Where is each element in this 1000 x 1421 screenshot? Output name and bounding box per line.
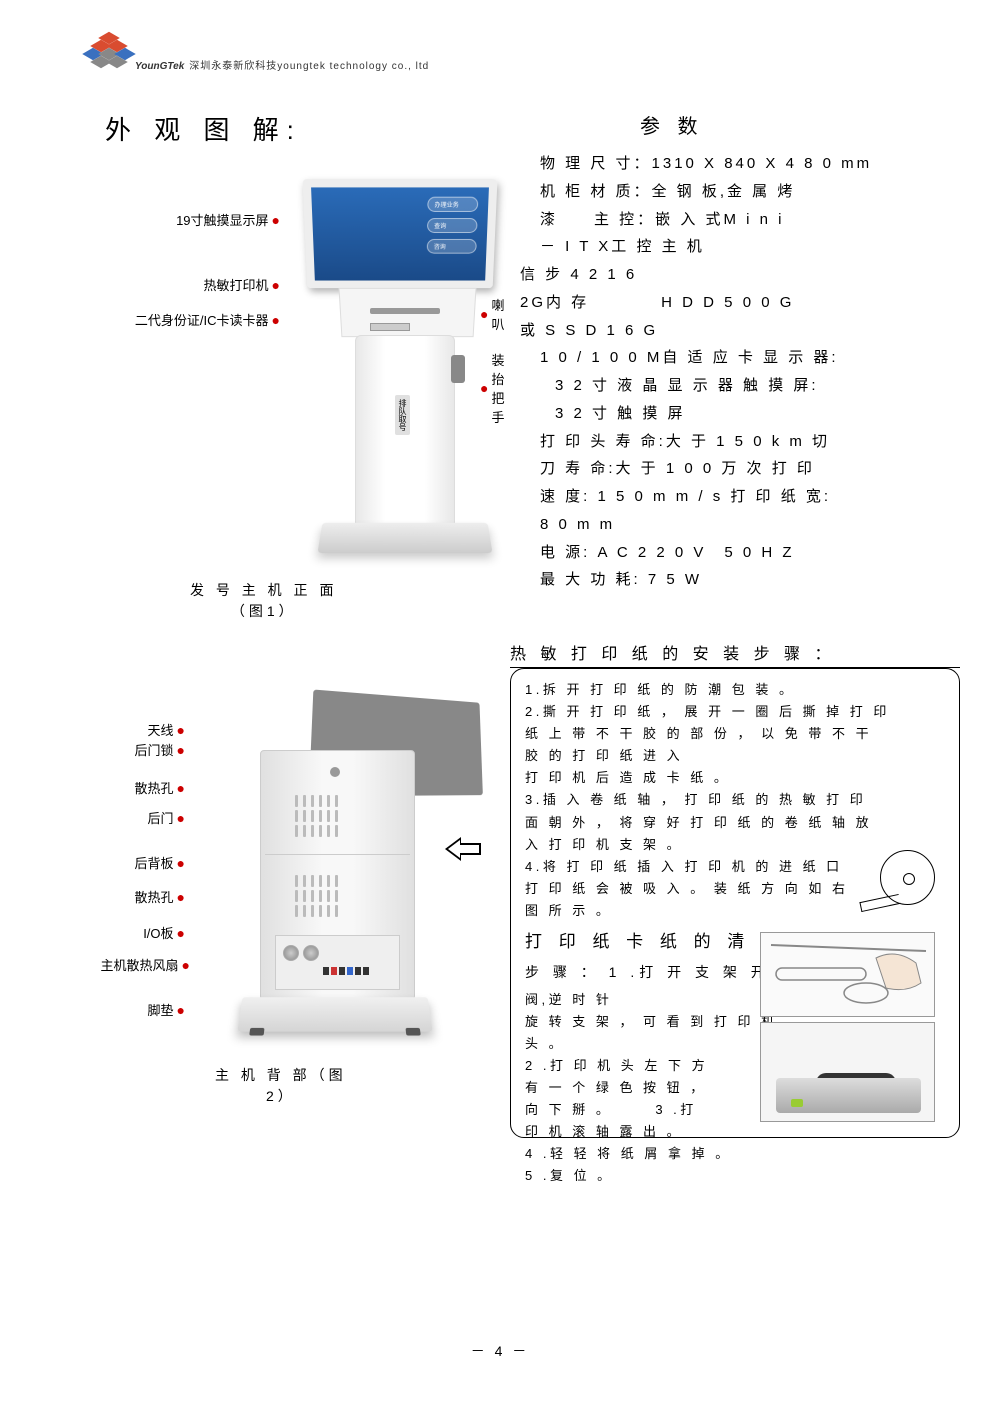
label-speaker: ●喇叭 [480, 295, 504, 333]
header: YounGTek 深圳永泰新欣科技youngtek technology co.… [85, 30, 429, 70]
printer-illustration [760, 1022, 935, 1122]
front-diagram: 办理业务 查询 咨询 排队取号 19寸触摸显示屏● 热敏打印机● 二代身份证/I… [85, 160, 485, 560]
arrow-left-icon [445, 840, 485, 858]
label-vent2: 散热孔● [60, 887, 185, 906]
label-screen: 19寸触摸显示屏● [85, 210, 280, 229]
front-caption: 发 号 主 机 正 面 （图1） [190, 580, 337, 622]
paper-roll-illustration [880, 850, 950, 920]
logo-text: YounGTek [135, 61, 184, 72]
label-antenna: 天线● [60, 720, 185, 739]
label-io: I/O板● [60, 923, 185, 942]
label-door: 后门● [60, 808, 185, 827]
install-title: 热 敏 打 印 纸 的 安 装 步 骤 ： [510, 640, 960, 668]
logo-icon [85, 30, 130, 70]
label-lock: 后门锁● [60, 740, 185, 759]
label-panel: 后背板● [60, 853, 185, 872]
back-diagram: 天线● 后门锁● 散热孔● 后门● 后背板● 散热孔● I/O板● 主机散热风扇… [60, 665, 490, 1115]
kiosk-back-illustration [235, 675, 465, 1055]
label-foot: 脚垫● [60, 1000, 185, 1019]
label-printer: 热敏打印机● [85, 275, 280, 294]
company-name: 深圳永泰新欣科技youngtek technology co., ltd [189, 57, 429, 72]
label-vent1: 散热孔● [60, 778, 185, 797]
label-card-reader: 二代身份证/IC卡读卡器● [85, 310, 280, 329]
parameters-block: 物 理 尺 寸：1310 X 840 X 4 8 0 mm 机 柜 材 质：全 … [520, 150, 940, 594]
back-caption: 主 机 背 部（图 2） [215, 1065, 347, 1107]
queue-label: 排队取号 [395, 395, 410, 435]
label-handle: ●装抬把手 [480, 350, 504, 426]
kiosk-front-illustration: 办理业务 查询 咨询 排队取号 [265, 180, 485, 560]
appearance-title: 外 观 图 解: [105, 110, 302, 147]
hand-illustration [760, 932, 935, 1017]
kiosk-screen: 办理业务 查询 咨询 [303, 179, 498, 288]
page-number: － 4 － [0, 1341, 1000, 1361]
label-fan: 主机散热风扇● [60, 955, 190, 974]
param-title: 参 数 [640, 110, 704, 139]
